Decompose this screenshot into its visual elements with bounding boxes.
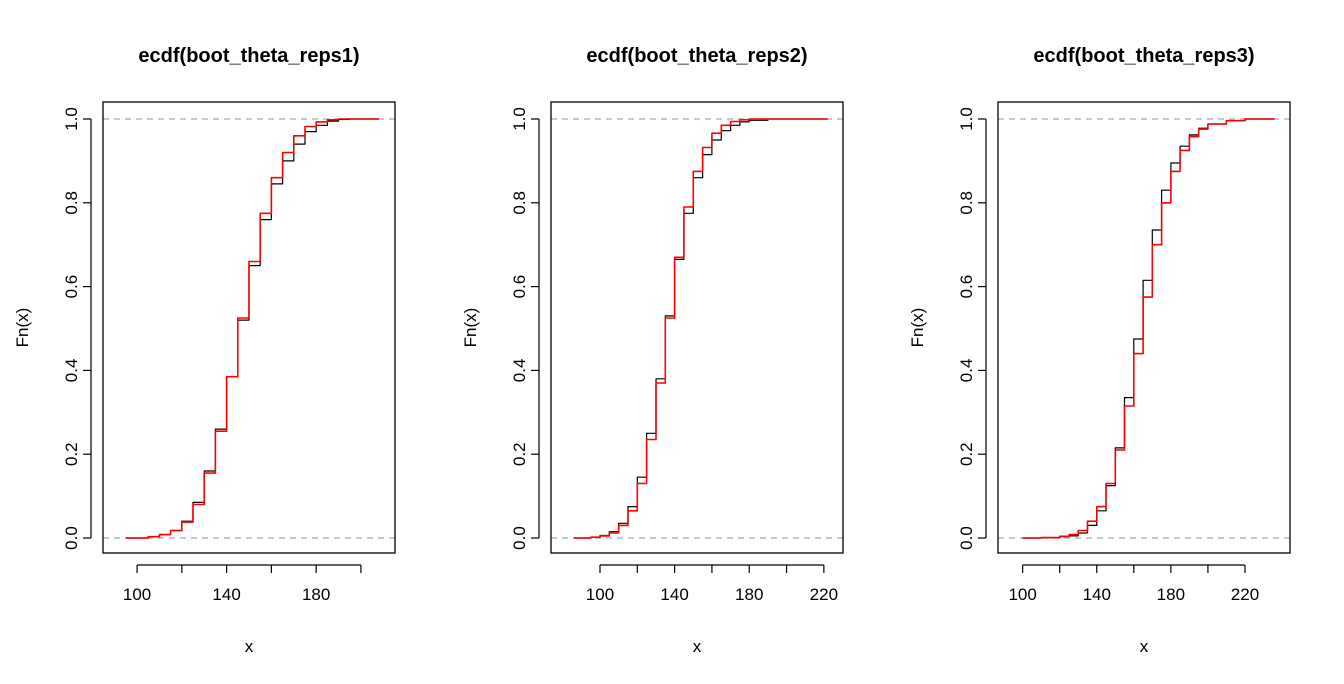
y-tick-label: 0.2	[510, 442, 529, 466]
ecdf-series-red	[1022, 118, 1275, 539]
ecdf-series-red	[125, 118, 379, 539]
plot-frame	[997, 101, 1291, 554]
y-tick-label: 0.4	[510, 359, 529, 383]
y-tick-label: 1.0	[62, 107, 81, 131]
y-tick-label: 0.0	[62, 526, 81, 550]
y-tick-label: 0.6	[957, 275, 976, 299]
y-tick-label: 0.4	[62, 359, 81, 383]
plot-frame	[102, 101, 396, 554]
y-axis-label: Fn(x)	[13, 308, 32, 348]
ecdf-series-black	[125, 118, 379, 539]
ecdf-series-black	[1022, 118, 1275, 539]
panel-title: ecdf(boot_theta_reps1)	[138, 45, 359, 67]
ecdf-panel-1: ecdf(boot_theta_reps1) 100 140 180 0.0 0.2 0.4…	[13, 45, 396, 656]
y-tick-label: 0.0	[510, 526, 529, 550]
y-tick-label: 1.0	[510, 107, 529, 131]
panel-title: ecdf(boot_theta_reps3)	[1033, 45, 1254, 67]
y-tick-label: 0.2	[62, 442, 81, 466]
y-tick-label: 0.4	[957, 359, 976, 383]
y-tick-label: 0.8	[510, 191, 529, 215]
x-axis-label: x	[1140, 637, 1149, 656]
x-tick-label: 140	[212, 585, 240, 604]
y-tick-label: 0.8	[62, 191, 81, 215]
ecdf-series-black	[573, 118, 828, 539]
x-tick-label: 220	[1231, 585, 1259, 604]
y-tick-label: 0.0	[957, 526, 976, 550]
ecdf-panel-3: ecdf(boot_theta_reps3) 100 140 180 220 0.0 0.2…	[908, 45, 1291, 656]
y-tick-label: 0.6	[510, 275, 529, 299]
x-tick-label: 100	[586, 585, 614, 604]
y-tick-label: 0.6	[62, 275, 81, 299]
x-tick-label: 100	[1008, 585, 1036, 604]
y-tick-label: 0.8	[957, 191, 976, 215]
x-tick-label: 140	[1083, 585, 1111, 604]
x-axis-label: x	[693, 637, 702, 656]
x-tick-label: 180	[735, 585, 763, 604]
y-axis-label: Fn(x)	[461, 308, 480, 348]
x-tick-label: 140	[660, 585, 688, 604]
x-axis-label: x	[245, 637, 254, 656]
x-tick-label: 180	[1157, 585, 1185, 604]
y-axis-label: Fn(x)	[908, 308, 927, 348]
ecdf-panel-2: ecdf(boot_theta_reps2) 100 140 180 220 0.0 0.2…	[461, 45, 844, 656]
x-tick-label: 180	[302, 585, 330, 604]
plot-frame	[550, 101, 844, 554]
y-tick-label: 0.2	[957, 442, 976, 466]
x-tick-label: 220	[810, 585, 838, 604]
ecdf-series-red	[573, 118, 828, 539]
x-tick-label: 100	[123, 585, 151, 604]
y-tick-label: 1.0	[957, 107, 976, 131]
panel-title: ecdf(boot_theta_reps2)	[586, 45, 807, 67]
